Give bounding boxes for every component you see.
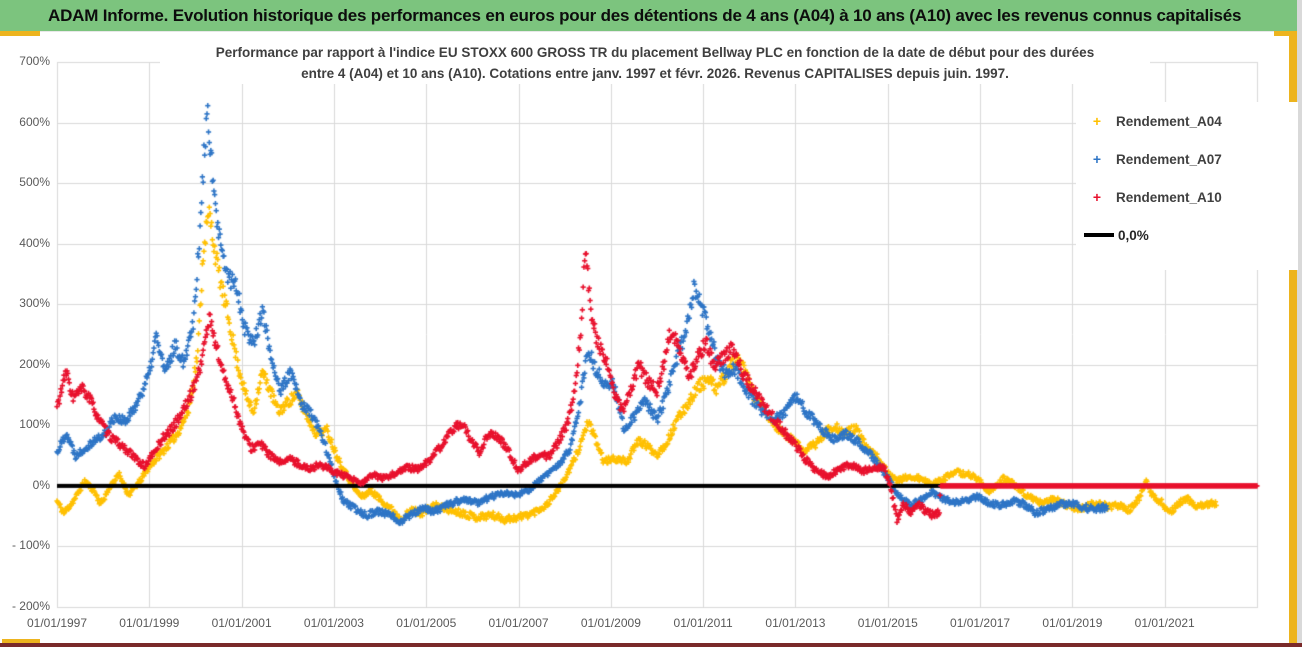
x-axis-label: 01/01/2009	[580, 616, 641, 630]
y-axis-label: - 200%	[11, 599, 50, 613]
gold-accent-top-right-corner	[1274, 31, 1297, 36]
chart-legend: + Rendement_A04 + Rendement_A07 + Rendem…	[1076, 102, 1298, 270]
zero-line-icon	[1084, 233, 1114, 237]
x-axis-label: 01/01/2007	[488, 616, 549, 630]
x-axis-label: 01/01/2001	[211, 616, 272, 630]
chart-title-line1: Performance par rapport à l'indice EU ST…	[215, 45, 1095, 60]
gold-accent-top-left	[0, 31, 40, 36]
x-axis-label: 01/01/1999	[119, 616, 180, 630]
plus-marker-icon: +	[1092, 113, 1102, 129]
legend-label: Rendement_A10	[1116, 189, 1222, 205]
x-axis-label: 01/01/1997	[26, 616, 88, 630]
legend-item-rendement-a10[interactable]: + Rendement_A10	[1084, 188, 1298, 206]
x-axis-label: 01/01/2005	[396, 616, 457, 630]
legend-label: Rendement_A07	[1116, 151, 1222, 167]
x-axis-label: 01/01/2015	[857, 616, 918, 630]
legend-item-zero-line[interactable]: 0,0%	[1084, 226, 1298, 244]
y-axis-label: 500%	[19, 175, 50, 190]
x-axis-label: 01/01/2011	[673, 616, 733, 630]
x-axis-label: 01/01/2019	[1042, 616, 1103, 630]
x-axis-label: 01/01/2021	[1134, 616, 1195, 630]
legend-label: 0,0%	[1118, 227, 1149, 243]
x-axis-label: 01/01/2003	[303, 616, 364, 630]
x-axis-label: 01/01/2017	[950, 616, 1011, 630]
y-axis-label: 700%	[19, 54, 50, 68]
y-axis-label: 400%	[19, 235, 50, 250]
y-axis-label: - 100%	[11, 538, 50, 553]
y-axis-label: 100%	[19, 417, 50, 432]
page-title: ADAM Informe. Evolution historique des p…	[48, 6, 1242, 25]
legend-label: Rendement_A04	[1116, 113, 1222, 129]
y-axis-label: 200%	[19, 356, 50, 371]
gold-accent-right-border	[1289, 31, 1297, 643]
chart-title: Performance par rapport à l'indice EU ST…	[160, 42, 1150, 84]
plus-marker-icon: +	[1092, 151, 1102, 167]
y-axis-label: 0%	[32, 477, 50, 492]
chart-title-line2: entre 4 (A04) et 10 ans (A10). Cotations…	[301, 66, 1009, 81]
y-axis-label: 600%	[19, 114, 50, 129]
x-axis-label: 01/01/2013	[765, 616, 826, 630]
bottom-border-bar	[0, 643, 1302, 647]
plus-marker-icon: +	[1092, 189, 1102, 205]
window-edge	[1297, 0, 1302, 647]
legend-item-rendement-a07[interactable]: + Rendement_A07	[1084, 150, 1298, 168]
legend-item-rendement-a04[interactable]: + Rendement_A04	[1084, 112, 1298, 130]
y-axis-label: 300%	[19, 296, 50, 311]
sheet-header-bar: ADAM Informe. Evolution historique des p…	[0, 0, 1297, 32]
